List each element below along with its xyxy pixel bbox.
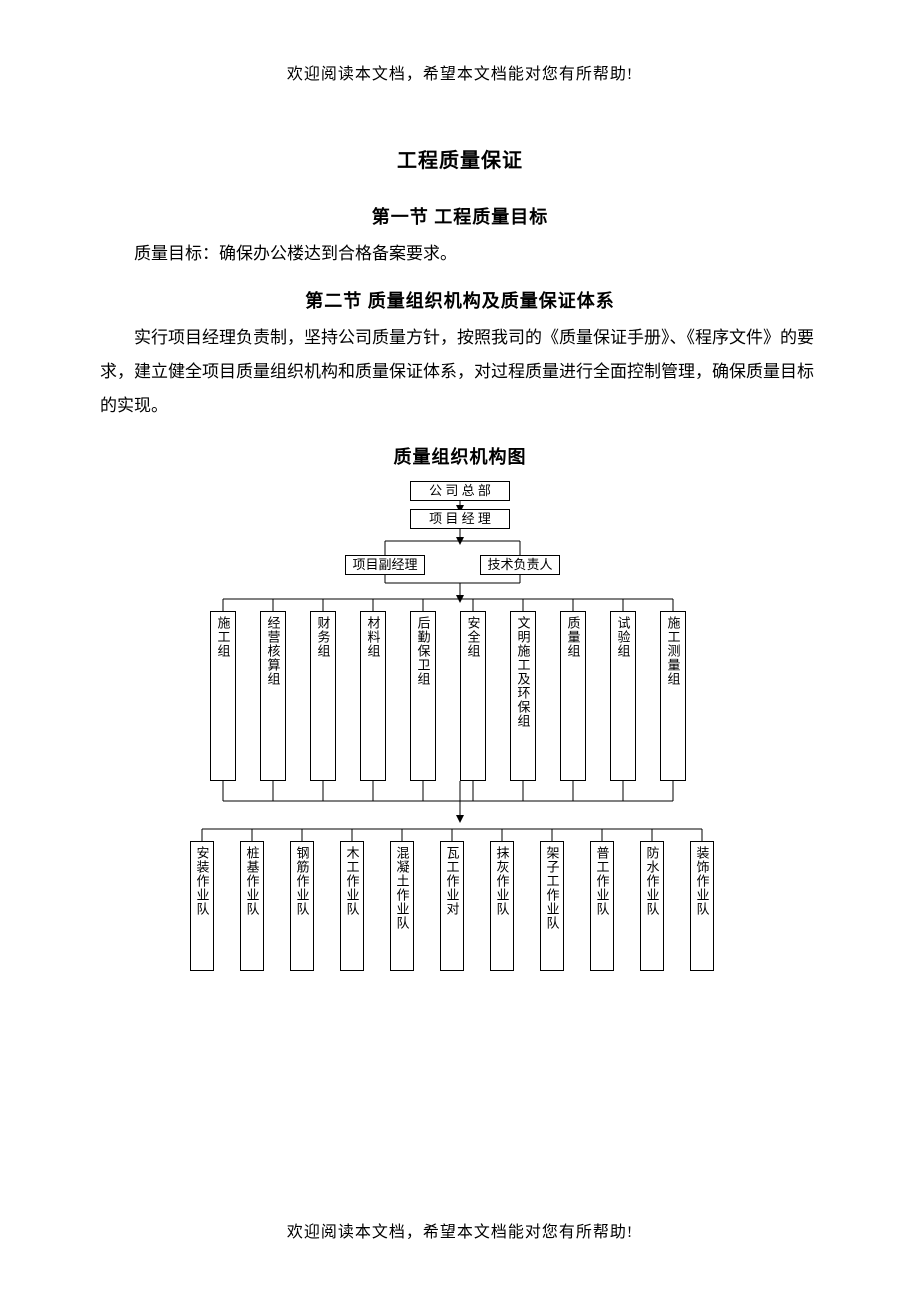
mid-node: 财务组 (310, 611, 336, 781)
section-2-title: 第二节 质量组织机构及质量保证体系 (100, 287, 820, 313)
mid-node: 质量组 (560, 611, 586, 781)
node-label: 项 目 经 理 (429, 512, 491, 526)
section-1-title: 第一节 工程质量目标 (100, 203, 820, 229)
footer-note: 欢迎阅读本文档，希望本文档能对您有所帮助! (0, 1218, 920, 1242)
node-project-manager: 项 目 经 理 (410, 509, 510, 529)
bottom-node: 瓦工作业对 (440, 841, 464, 971)
node-deputy-manager: 项目副经理 (345, 555, 425, 575)
mid-node: 材料组 (360, 611, 386, 781)
org-chart-title: 质量组织机构图 (100, 443, 820, 469)
mid-node: 文明施工及环保组 (510, 611, 536, 781)
mid-node: 施工测量组 (660, 611, 686, 781)
document-page: 欢迎阅读本文档，希望本文档能对您有所帮助! 工程质量保证 第一节 工程质量目标 … (0, 0, 920, 1302)
node-tech-lead: 技术负责人 (480, 555, 560, 575)
bottom-node: 混凝土作业队 (390, 841, 414, 971)
mid-node: 经营核算组 (260, 611, 286, 781)
bottom-node: 木工作业队 (340, 841, 364, 971)
node-label: 项目副经理 (352, 558, 417, 572)
bottom-node: 架子工作业队 (540, 841, 564, 971)
bottom-node: 普工作业队 (590, 841, 614, 971)
org-chart: 公 司 总 部 项 目 经 理 项目副经理 技术负责人 施工组经营核算组财务组材… (180, 481, 740, 1061)
bottom-node: 钢筋作业队 (290, 841, 314, 971)
node-label: 公 司 总 部 (429, 484, 491, 498)
bottom-node: 抹灰作业队 (490, 841, 514, 971)
bottom-node: 桩基作业队 (240, 841, 264, 971)
mid-node: 施工组 (210, 611, 236, 781)
node-company-hq: 公 司 总 部 (410, 481, 510, 501)
bottom-node: 安装作业队 (190, 841, 214, 971)
mid-node: 后勤保卫组 (410, 611, 436, 781)
bottom-node: 防水作业队 (640, 841, 664, 971)
node-label: 技术负责人 (487, 558, 552, 572)
mid-node: 试验组 (610, 611, 636, 781)
section-1-body: 质量目标：确保办公楼达到合格备案要求。 (100, 237, 820, 271)
mid-node: 安全组 (460, 611, 486, 781)
header-note: 欢迎阅读本文档，希望本文档能对您有所帮助! (100, 60, 820, 84)
bottom-node: 装饰作业队 (690, 841, 714, 971)
document-title: 工程质量保证 (100, 144, 820, 173)
section-2-body: 实行项目经理负责制，坚持公司质量方针，按照我司的《质量保证手册》、《程序文件》的… (100, 321, 820, 423)
